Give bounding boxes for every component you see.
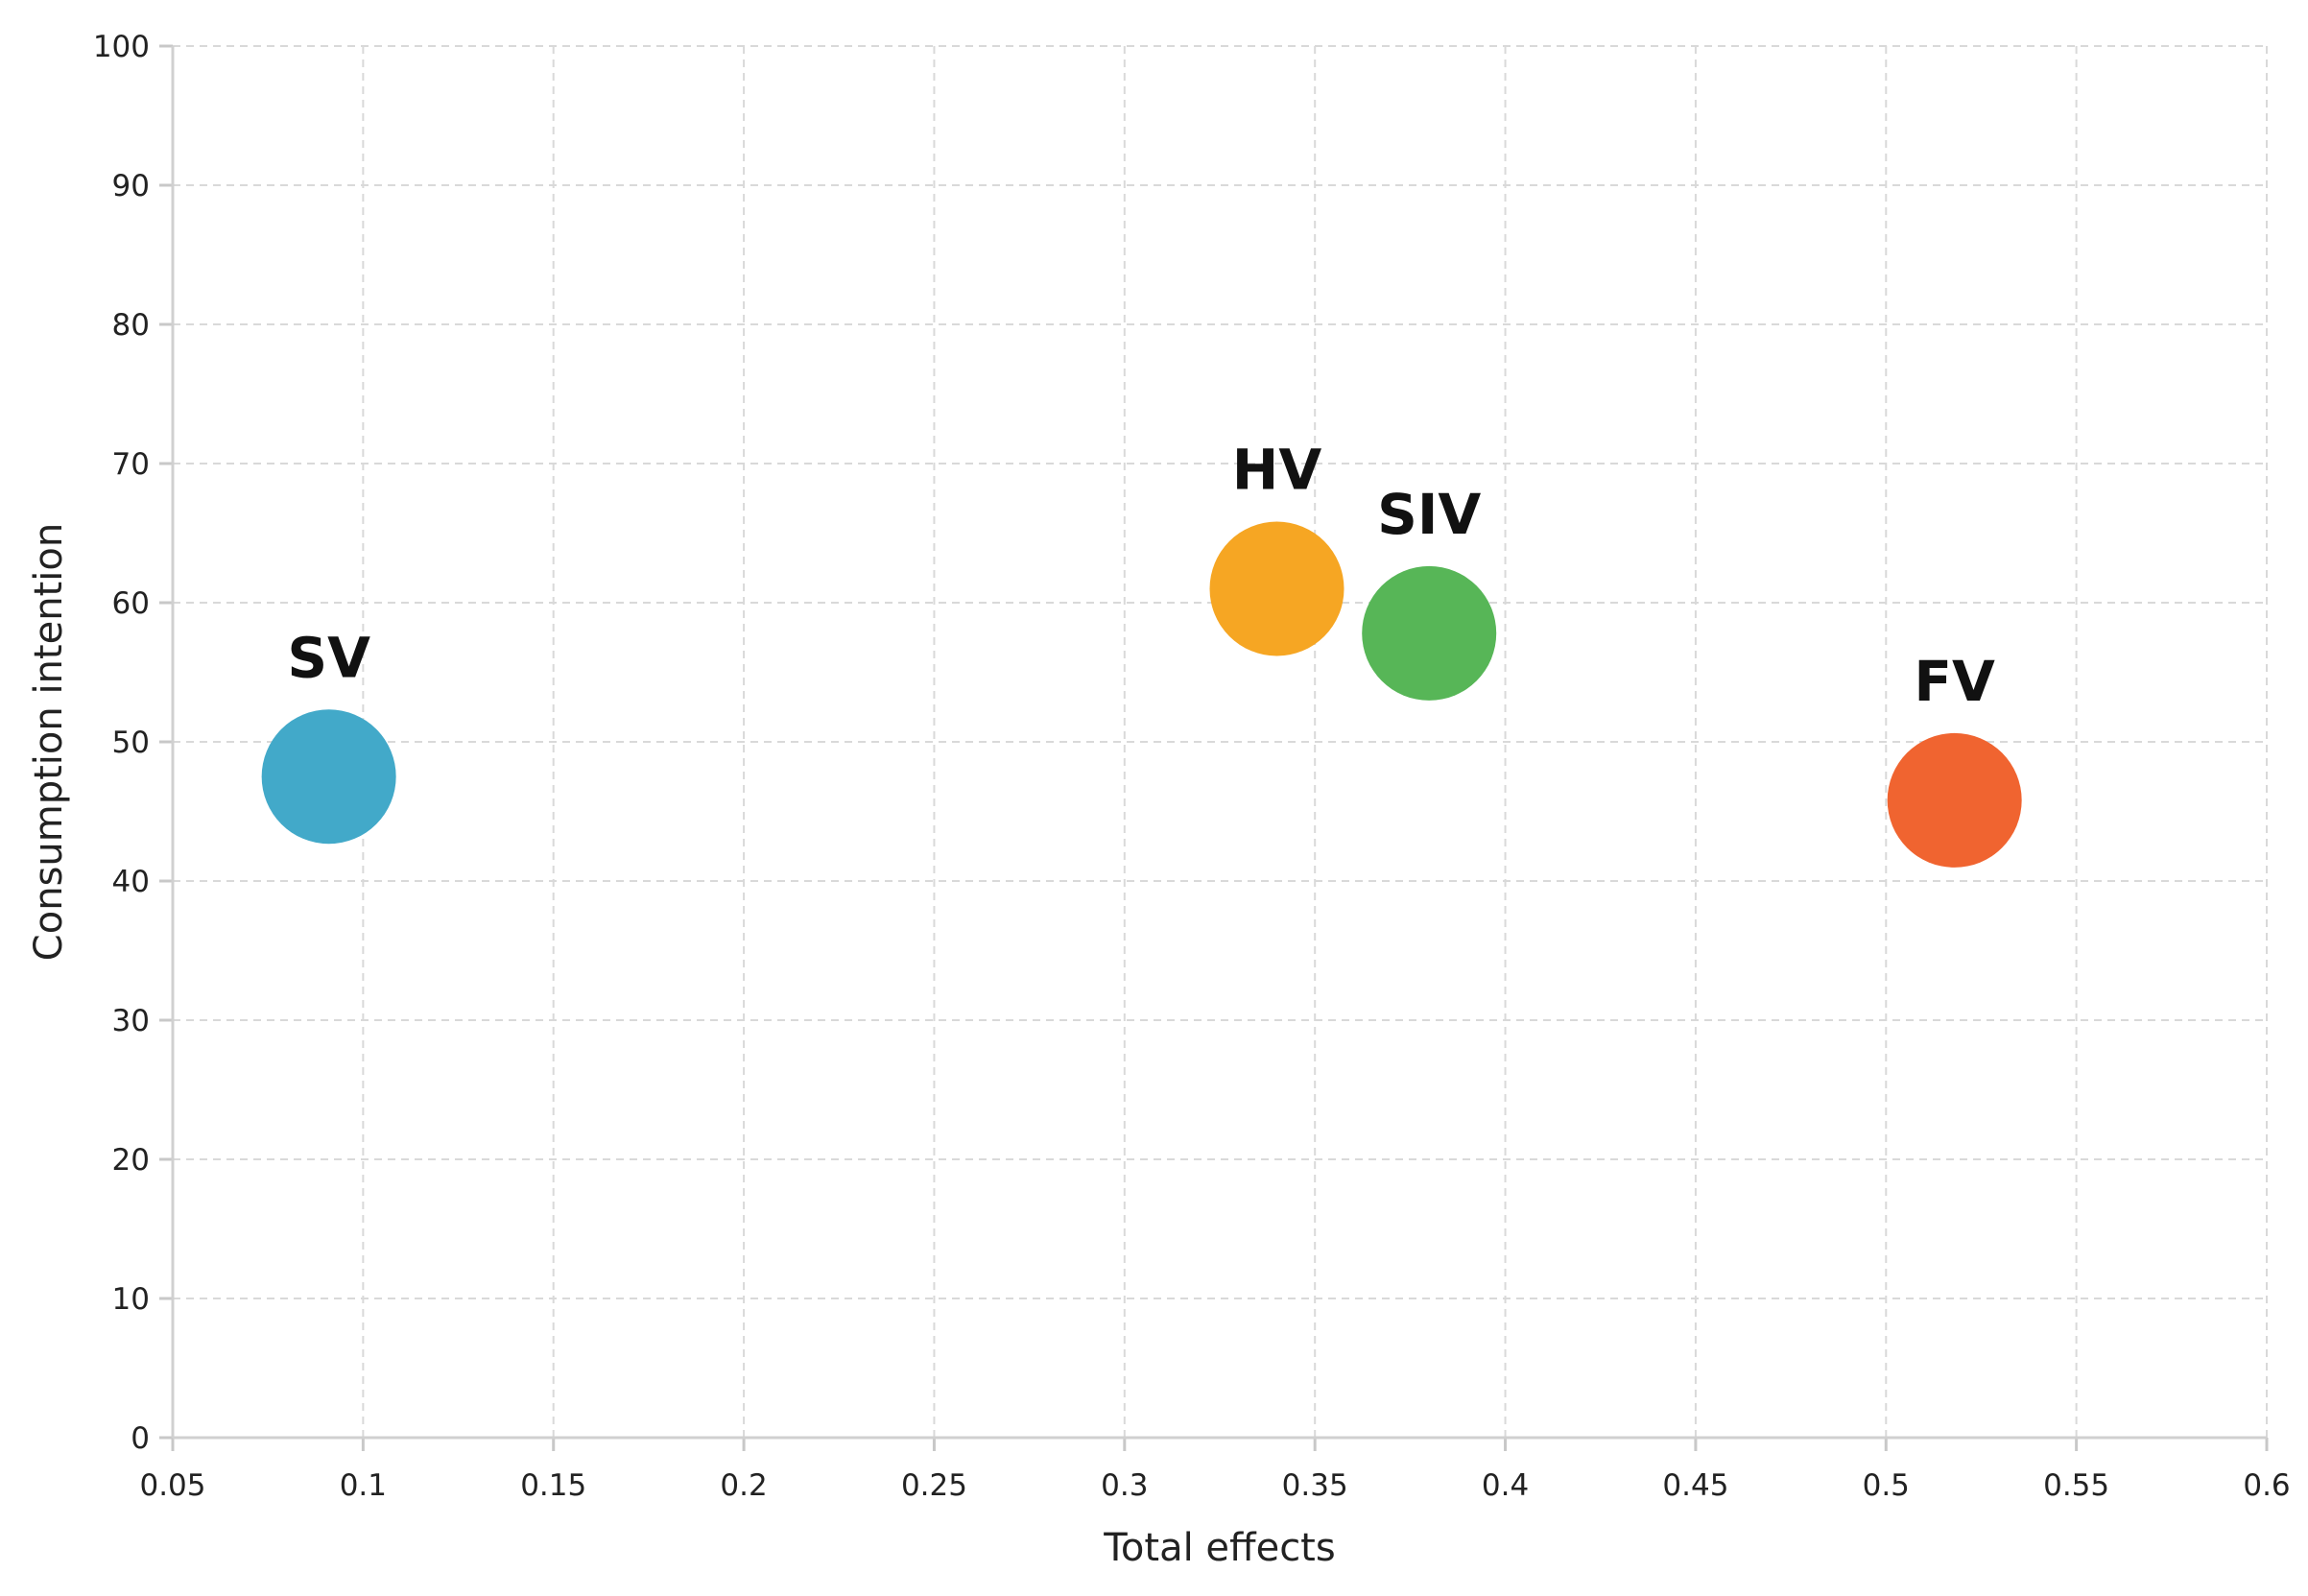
x-tick-label: 0.5 (1863, 1468, 1910, 1503)
y-tick-label: 10 (112, 1282, 150, 1317)
bubble-marker (1362, 565, 1497, 701)
x-tick-label: 0.2 (720, 1468, 767, 1503)
y-tick-label: 0 (131, 1421, 150, 1456)
x-tick-label: 0.3 (1101, 1468, 1148, 1503)
x-tick-label: 0.15 (520, 1468, 586, 1503)
x-tick-label: 0.1 (340, 1468, 387, 1503)
x-tick-label: 0.25 (901, 1468, 967, 1503)
x-tick-label: 0.4 (1482, 1468, 1529, 1503)
bubble-label: HV (1232, 438, 1322, 503)
y-tick-label: 50 (112, 726, 150, 760)
y-tick-label: 90 (112, 169, 150, 203)
y-tick-label: 80 (112, 308, 150, 343)
x-tick-label: 0.05 (139, 1468, 205, 1503)
bubble-marker (261, 709, 396, 845)
bubble-hv: HV (1209, 438, 1344, 656)
bubble-fv: FV (1887, 649, 2022, 868)
y-tick-label: 100 (93, 30, 150, 64)
x-tick-label: 0.35 (1282, 1468, 1348, 1503)
x-tick-label: 0.55 (2043, 1468, 2109, 1503)
axes: 0 10 20 30 40 50 60 70 80 90 100 0.05 0.1 0.15 0.2 0.25… (93, 30, 2291, 1503)
y-tick-label: 60 (112, 586, 150, 621)
x-tick-label: 0.6 (2243, 1468, 2290, 1503)
bubble-label: SIV (1377, 482, 1481, 547)
x-tick-label: 0.45 (1662, 1468, 1728, 1503)
y-tick-label: 40 (112, 865, 150, 899)
bubble-label: FV (1914, 649, 1995, 714)
y-tick-label: 30 (112, 1004, 150, 1038)
y-tick-label: 70 (112, 447, 150, 482)
bubble-siv: SIV (1362, 482, 1497, 701)
x-axis-title: Total effects (1103, 1526, 1335, 1570)
grid (173, 45, 2268, 1438)
bubble-sv: SV (261, 625, 396, 845)
bubble-marker (1887, 732, 2022, 868)
bubble-label: SV (287, 625, 370, 690)
data-points: SV HV SIV FV (261, 438, 2022, 868)
y-axis-title: Consumption intention (27, 523, 71, 961)
y-tick-label: 20 (112, 1143, 150, 1178)
bubble-marker (1209, 521, 1344, 656)
